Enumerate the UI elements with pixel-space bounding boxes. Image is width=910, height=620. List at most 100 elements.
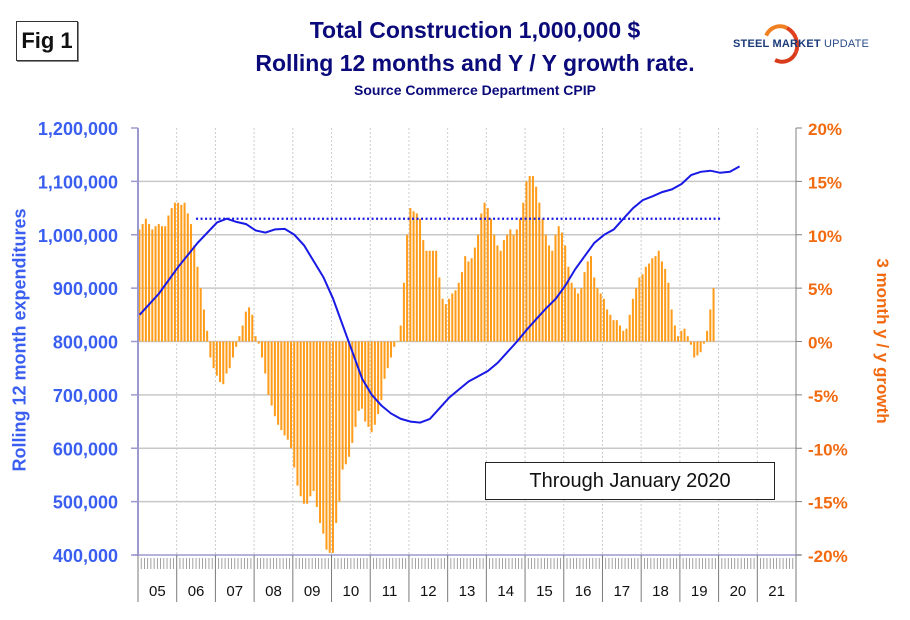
bar [538, 202, 541, 342]
bar [286, 341, 289, 440]
bar [196, 266, 199, 342]
y-tick-label-left: 1,000,000 [38, 226, 118, 246]
bar [609, 314, 612, 342]
bar [557, 226, 560, 342]
bar [293, 341, 296, 468]
x-tick-label: 13 [459, 583, 476, 600]
bar [399, 325, 402, 342]
x-tick-label: 06 [188, 583, 205, 600]
bar [386, 341, 389, 369]
steel-market-update-logo: STEEL MARKET UPDATE [733, 19, 903, 69]
bar [448, 298, 451, 342]
bar [560, 232, 563, 342]
bar [428, 250, 431, 342]
bar [215, 341, 218, 376]
bar [238, 336, 241, 342]
x-tick-label: 18 [652, 583, 669, 600]
bar [306, 341, 309, 504]
bar [602, 298, 605, 342]
x-tick-label: 15 [536, 583, 553, 600]
bar [309, 341, 312, 497]
bar [515, 229, 518, 342]
bar [683, 328, 686, 342]
y-tick-label-left: 700,000 [53, 386, 118, 406]
bar [657, 250, 660, 342]
bar [454, 290, 457, 342]
bar [570, 282, 573, 342]
bar [302, 341, 305, 504]
bar [706, 330, 709, 342]
bar [544, 234, 547, 342]
bar [367, 341, 370, 427]
bar [506, 234, 509, 342]
bar [354, 341, 357, 427]
annotation-box: Through January 2020 [485, 462, 775, 500]
bar [502, 240, 505, 342]
bar [364, 341, 367, 422]
bar [457, 282, 460, 342]
bar [583, 272, 586, 342]
bar [219, 341, 222, 383]
bar [541, 218, 544, 342]
x-tick-label: 17 [613, 583, 630, 600]
bar [157, 224, 160, 342]
bar [377, 341, 380, 415]
bar [154, 226, 157, 342]
x-tick-label: 07 [226, 583, 243, 600]
bar [373, 341, 376, 425]
bar [673, 325, 676, 342]
y-tick-label-right: -15% [808, 494, 848, 513]
y-tick-label-left: 600,000 [53, 439, 118, 459]
line-series [138, 165, 741, 424]
bar [573, 288, 576, 342]
bar [228, 341, 231, 369]
bar [618, 325, 622, 342]
bar [519, 218, 522, 342]
bar [638, 277, 641, 342]
bar [235, 341, 238, 347]
bar [357, 341, 360, 411]
bar-series [138, 176, 715, 553]
bar [338, 341, 341, 502]
bar [212, 341, 215, 369]
bar [167, 215, 170, 342]
bar [148, 224, 151, 342]
y-tick-label-left: 1,200,000 [38, 119, 118, 139]
bar [296, 341, 299, 486]
bar [264, 341, 267, 374]
axes [131, 127, 802, 602]
bar [315, 341, 318, 507]
bar [283, 341, 286, 436]
bar [567, 266, 570, 342]
bar [225, 341, 228, 374]
bar [535, 186, 538, 342]
bar [586, 261, 589, 342]
bar [406, 234, 409, 342]
bar [177, 202, 180, 342]
bar [577, 293, 580, 342]
bar [209, 341, 212, 358]
bar [548, 245, 551, 342]
bar [419, 218, 422, 342]
bar [344, 341, 347, 465]
bar [477, 234, 480, 342]
bar [644, 266, 647, 342]
chart-source: Source Commerce Department CPIP [354, 82, 596, 98]
bar [667, 282, 670, 342]
bar [551, 250, 554, 342]
bar [486, 208, 489, 342]
bar [257, 341, 260, 344]
y-tick-label-left: 900,000 [53, 279, 118, 299]
y-tick-label-left: 1,100,000 [38, 172, 118, 192]
bar [186, 213, 189, 342]
bar [522, 202, 525, 342]
bar [615, 320, 618, 342]
bar [138, 229, 141, 342]
bar [470, 258, 473, 342]
y-axis-title-right: 3 month y / y growth [873, 258, 892, 424]
y-tick-label-right: -20% [808, 547, 848, 566]
grid [138, 128, 796, 555]
bar [260, 341, 263, 358]
bar [251, 314, 254, 342]
